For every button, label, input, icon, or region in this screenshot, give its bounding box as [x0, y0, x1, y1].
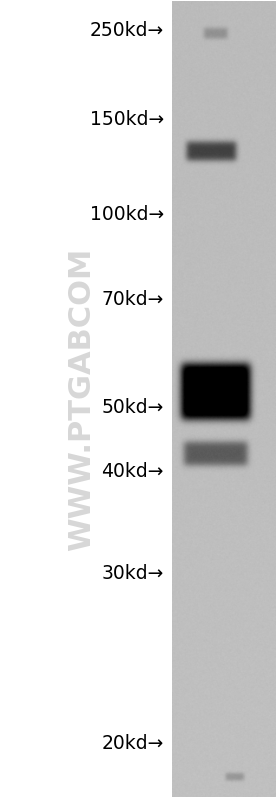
Text: WWW.PTGABCOM: WWW.PTGABCOM [67, 248, 96, 551]
Text: 100kd→: 100kd→ [90, 205, 164, 224]
Text: 150kd→: 150kd→ [90, 110, 164, 129]
Text: 20kd→: 20kd→ [101, 733, 164, 753]
Text: 40kd→: 40kd→ [101, 462, 164, 481]
Text: 30kd→: 30kd→ [101, 564, 164, 583]
Text: 70kd→: 70kd→ [101, 290, 164, 309]
Text: 50kd→: 50kd→ [101, 398, 164, 417]
Text: 250kd→: 250kd→ [90, 21, 164, 40]
